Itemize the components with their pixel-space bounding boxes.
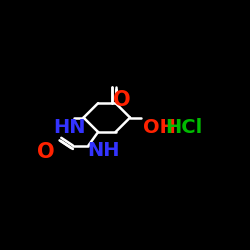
Text: HCl: HCl: [166, 118, 203, 137]
Text: O: O: [37, 142, 54, 162]
Text: OH: OH: [143, 118, 176, 137]
Text: O: O: [112, 90, 130, 110]
Text: NH: NH: [88, 141, 120, 160]
Text: HN: HN: [53, 118, 85, 137]
